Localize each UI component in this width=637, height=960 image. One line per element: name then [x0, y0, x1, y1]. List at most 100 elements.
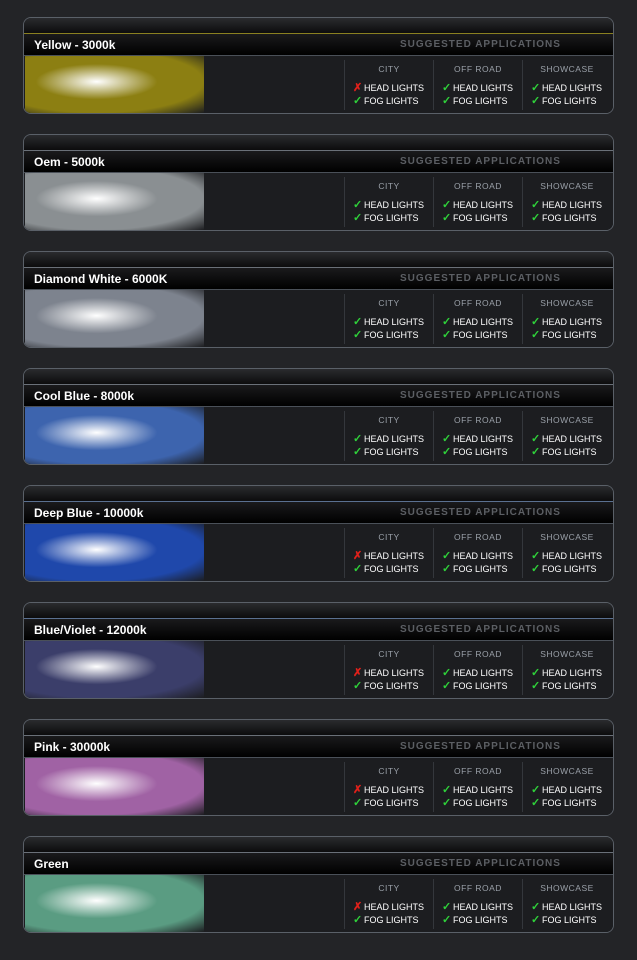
application-label: FOG LIGHTS	[364, 330, 419, 340]
check-icon: ✓	[442, 680, 452, 692]
application-row: ✓ HEAD LIGHTS	[531, 549, 611, 562]
application-row: ✗ HEAD LIGHTS	[353, 81, 433, 94]
application-column: OFF ROAD ✓ HEAD LIGHTS ✓ FOG LIGHTS	[433, 645, 522, 695]
check-icon: ✓	[442, 433, 452, 445]
column-header: CITY	[378, 766, 400, 776]
application-label: FOG LIGHTS	[542, 330, 597, 340]
x-icon: ✗	[353, 550, 363, 562]
suggested-applications-label: SUGGESTED APPLICATIONS	[400, 156, 561, 167]
panel-body: CITY ✗ HEAD LIGHTS ✓ FOG LIGHTS OFF ROAD ✓ HEAD…	[24, 524, 613, 581]
application-label: FOG LIGHTS	[364, 447, 419, 457]
application-label: HEAD LIGHTS	[542, 83, 603, 93]
check-icon: ✓	[353, 199, 363, 211]
application-label: FOG LIGHTS	[364, 96, 419, 106]
application-row: ✗ HEAD LIGHTS	[353, 900, 433, 913]
bulb-panel: Diamond White - 6000K SUGGESTED APPLICATI…	[23, 251, 614, 348]
panel-body: CITY ✓ HEAD LIGHTS ✓ FOG LIGHTS OFF ROAD ✓ HEAD…	[24, 173, 613, 230]
application-column: OFF ROAD ✓ HEAD LIGHTS ✓ FOG LIGHTS	[433, 294, 522, 344]
column-header: OFF ROAD	[454, 415, 502, 425]
column-header: CITY	[378, 415, 400, 425]
application-row: ✗ HEAD LIGHTS	[353, 666, 433, 679]
check-icon: ✓	[442, 82, 452, 94]
panel-body: CITY ✗ HEAD LIGHTS ✓ FOG LIGHTS OFF ROAD ✓ HEAD…	[24, 641, 613, 698]
application-label: HEAD LIGHTS	[542, 200, 603, 210]
application-label: FOG LIGHTS	[542, 96, 597, 106]
application-label: HEAD LIGHTS	[364, 200, 425, 210]
application-row: ✓ HEAD LIGHTS	[442, 666, 522, 679]
panel-top-bar	[24, 369, 613, 385]
application-row: ✓ FOG LIGHTS	[442, 94, 522, 107]
bulb-panel: Pink - 30000k SUGGESTED APPLICATIONS CITY…	[23, 719, 614, 816]
check-icon: ✓	[531, 680, 541, 692]
title-bar: Green SUGGESTED APPLICATIONS	[24, 853, 613, 875]
application-row: ✓ HEAD LIGHTS	[531, 81, 611, 94]
application-label: FOG LIGHTS	[453, 96, 508, 106]
beam-photo	[25, 173, 204, 230]
beam-photo	[25, 524, 204, 581]
check-icon: ✓	[353, 563, 363, 575]
application-column: OFF ROAD ✓ HEAD LIGHTS ✓ FOG LIGHTS	[433, 762, 522, 812]
bulb-title: Diamond White - 6000K	[34, 272, 168, 286]
application-column: SHOWCASE ✓ HEAD LIGHTS ✓ FOG LIGHTS	[522, 177, 611, 227]
beam-photo	[25, 407, 204, 464]
title-bar: Yellow - 3000k SUGGESTED APPLICATIONS	[24, 34, 613, 56]
application-row: ✓ HEAD LIGHTS	[442, 432, 522, 445]
check-icon: ✓	[353, 914, 363, 926]
column-header: CITY	[378, 64, 400, 74]
check-icon: ✓	[442, 784, 452, 796]
suggested-applications-label: SUGGESTED APPLICATIONS	[400, 624, 561, 635]
suggested-applications-label: SUGGESTED APPLICATIONS	[400, 741, 561, 752]
application-label: HEAD LIGHTS	[542, 317, 603, 327]
application-label: FOG LIGHTS	[364, 798, 419, 808]
bulb-title: Deep Blue - 10000k	[34, 506, 144, 520]
application-label: HEAD LIGHTS	[453, 83, 514, 93]
check-icon: ✓	[442, 901, 452, 913]
suggested-applications-label: SUGGESTED APPLICATIONS	[400, 390, 561, 401]
column-header: OFF ROAD	[454, 532, 502, 542]
column-header: OFF ROAD	[454, 64, 502, 74]
title-bar: Diamond White - 6000K SUGGESTED APPLICATI…	[24, 268, 613, 290]
bulb-panel: Cool Blue - 8000k SUGGESTED APPLICATIONS …	[23, 368, 614, 465]
check-icon: ✓	[531, 329, 541, 341]
application-column: CITY ✓ HEAD LIGHTS ✓ FOG LIGHTS	[344, 177, 433, 227]
application-row: ✓ FOG LIGHTS	[531, 679, 611, 692]
suggested-applications-label: SUGGESTED APPLICATIONS	[400, 273, 561, 284]
application-row: ✓ HEAD LIGHTS	[442, 900, 522, 913]
check-icon: ✓	[531, 563, 541, 575]
check-icon: ✓	[353, 316, 363, 328]
application-column: CITY ✗ HEAD LIGHTS ✓ FOG LIGHTS	[344, 528, 433, 578]
application-row: ✓ FOG LIGHTS	[442, 679, 522, 692]
panel-body: CITY ✗ HEAD LIGHTS ✓ FOG LIGHTS OFF ROAD ✓ HEAD…	[24, 758, 613, 815]
application-label: FOG LIGHTS	[453, 213, 508, 223]
check-icon: ✓	[531, 82, 541, 94]
application-label: FOG LIGHTS	[364, 564, 419, 574]
beam-photo	[25, 290, 204, 347]
check-icon: ✓	[531, 316, 541, 328]
application-label: FOG LIGHTS	[453, 564, 508, 574]
beam-photo	[25, 641, 204, 698]
application-row: ✓ FOG LIGHTS	[353, 913, 433, 926]
column-header: SHOWCASE	[540, 766, 594, 776]
application-row: ✓ FOG LIGHTS	[531, 94, 611, 107]
application-row: ✓ FOG LIGHTS	[442, 562, 522, 575]
application-label: FOG LIGHTS	[542, 681, 597, 691]
check-icon: ✓	[442, 914, 452, 926]
check-icon: ✓	[353, 95, 363, 107]
check-icon: ✓	[442, 199, 452, 211]
application-row: ✓ HEAD LIGHTS	[442, 549, 522, 562]
application-column: SHOWCASE ✓ HEAD LIGHTS ✓ FOG LIGHTS	[522, 528, 611, 578]
x-icon: ✗	[353, 901, 363, 913]
application-row: ✓ HEAD LIGHTS	[531, 432, 611, 445]
check-icon: ✓	[531, 212, 541, 224]
application-column: OFF ROAD ✓ HEAD LIGHTS ✓ FOG LIGHTS	[433, 411, 522, 461]
check-icon: ✓	[442, 212, 452, 224]
application-label: HEAD LIGHTS	[453, 551, 514, 561]
application-label: HEAD LIGHTS	[453, 434, 514, 444]
column-header: SHOWCASE	[540, 298, 594, 308]
application-row: ✓ FOG LIGHTS	[353, 328, 433, 341]
bulb-panel: Deep Blue - 10000k SUGGESTED APPLICATIONS…	[23, 485, 614, 582]
application-label: FOG LIGHTS	[453, 915, 508, 925]
application-label: FOG LIGHTS	[453, 681, 508, 691]
application-row: ✓ HEAD LIGHTS	[353, 315, 433, 328]
application-column: CITY ✓ HEAD LIGHTS ✓ FOG LIGHTS	[344, 411, 433, 461]
